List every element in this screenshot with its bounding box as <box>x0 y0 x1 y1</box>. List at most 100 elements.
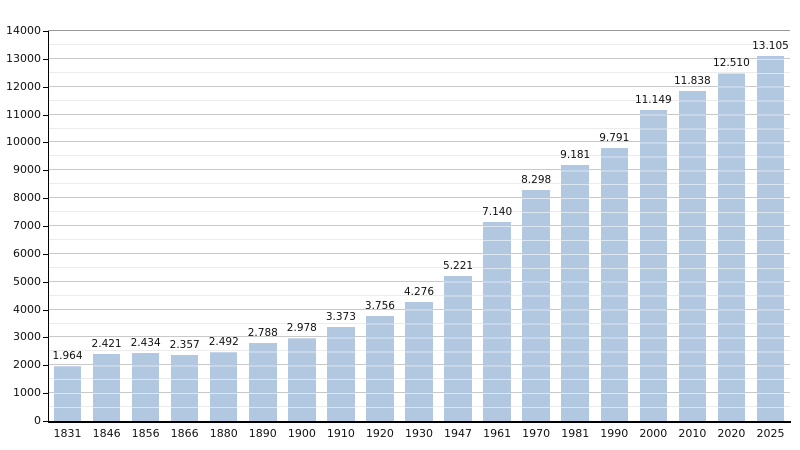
bar-2020 <box>717 72 746 421</box>
y-tick-mark <box>43 337 48 339</box>
x-tick-label: 1890 <box>248 427 277 440</box>
x-tick-label: 1970 <box>522 427 551 440</box>
bar-value-label: 2.492 <box>208 335 239 348</box>
bar-2000 <box>639 110 668 421</box>
y-tick-mark <box>43 309 48 311</box>
minor-gridline <box>48 43 790 45</box>
bar-1880 <box>209 351 238 421</box>
minor-gridline <box>48 238 790 240</box>
bar-1970 <box>522 189 550 421</box>
minor-gridline <box>48 99 790 101</box>
bar-value-label: 9.181 <box>560 149 591 162</box>
y-tick-label: 3000 <box>13 330 41 344</box>
x-tick-label: 1846 <box>92 427 121 440</box>
y-tick-label: 8000 <box>13 191 41 205</box>
bar-value-label: 8.298 <box>521 173 552 186</box>
y-tick-mark <box>43 58 48 60</box>
major-gridline <box>48 197 790 199</box>
bar-1910 <box>327 327 355 421</box>
minor-gridline <box>48 266 790 268</box>
y-tick-label: 9000 <box>13 163 41 177</box>
bar-value-label: 3.373 <box>325 311 356 324</box>
bar-value-label: 4.276 <box>403 285 435 298</box>
major-gridline <box>48 280 790 282</box>
x-tick-label: 1961 <box>483 427 512 440</box>
y-tick-label: 10000 <box>6 135 41 149</box>
y-tick-mark <box>43 114 48 116</box>
x-axis-line <box>48 421 791 423</box>
x-tick-label: 2025 <box>756 427 785 440</box>
x-tick-label: 2000 <box>639 427 668 440</box>
bar-1846 <box>92 353 121 421</box>
y-tick-mark <box>43 421 48 422</box>
y-tick-mark <box>43 31 48 32</box>
major-gridline <box>48 85 790 87</box>
y-tick-mark <box>43 281 48 283</box>
y-tick-mark <box>43 142 48 144</box>
bar-value-label: 11.838 <box>673 75 711 88</box>
y-tick-label: 12000 <box>6 79 41 93</box>
bar-1961 <box>483 222 511 421</box>
y-tick-mark <box>43 226 48 227</box>
y-tick-label: 4000 <box>13 302 41 316</box>
bar-value-label: 12.510 <box>713 56 750 69</box>
x-tick-label: 2010 <box>678 427 707 440</box>
x-tick-label: 1910 <box>326 427 355 440</box>
bar-value-label: 7.140 <box>482 206 513 219</box>
bar-value-label: 2.434 <box>130 337 161 350</box>
bar-1990 <box>600 148 628 421</box>
minor-gridline <box>48 294 790 296</box>
bar-1920 <box>366 316 394 421</box>
y-tick-label: 2000 <box>13 358 41 372</box>
x-tick-label: 1990 <box>600 427 629 440</box>
x-tick-label: 1900 <box>287 427 316 440</box>
x-tick-label: 2020 <box>717 427 746 440</box>
y-tick-mark <box>43 253 48 255</box>
x-tick-label: 1981 <box>561 427 590 440</box>
bar-value-label: 2.788 <box>247 327 278 340</box>
minor-gridline <box>48 155 790 157</box>
bar-value-label: 3.756 <box>364 300 395 313</box>
major-gridline <box>48 57 790 59</box>
y-tick-label: 14000 <box>6 24 41 37</box>
y-axis-line <box>48 31 49 422</box>
bar-1866 <box>170 355 199 421</box>
x-tick-label: 1831 <box>53 427 82 440</box>
bar-1856 <box>131 353 160 421</box>
y-tick-label: 13000 <box>6 51 41 65</box>
y-tick-label: 0 <box>34 414 41 427</box>
bar-value-label: 1.964 <box>52 350 83 363</box>
y-tick-mark <box>43 198 48 200</box>
y-tick-mark <box>43 365 48 367</box>
major-gridline <box>48 225 790 226</box>
minor-gridline <box>48 127 790 129</box>
bar-value-label: 2.357 <box>169 339 200 352</box>
y-tick-label: 7000 <box>13 219 41 232</box>
minor-gridline <box>48 211 790 213</box>
y-tick-label: 11000 <box>6 107 41 121</box>
major-gridline <box>48 169 790 171</box>
bar-1900 <box>288 338 316 421</box>
bar-value-label: 13.105 <box>752 39 789 52</box>
plot-area: 1.964 2.421 2.434 2.357 2.492 2.788 2.978 3.373… <box>48 30 790 421</box>
minor-gridline <box>48 71 790 73</box>
bar-1947 <box>444 275 472 421</box>
bar-2010 <box>678 91 707 421</box>
y-tick-mark <box>43 86 48 88</box>
major-gridline <box>48 141 790 143</box>
bar-value-label: 2.978 <box>286 322 317 335</box>
y-tick-mark <box>43 393 48 395</box>
major-gridline <box>48 113 790 115</box>
y-tick-label: 1000 <box>13 386 41 400</box>
minor-gridline <box>48 183 790 185</box>
y-tick-mark <box>43 170 48 172</box>
x-tick-label: 1947 <box>444 427 473 440</box>
x-tick-label: 1880 <box>209 427 238 440</box>
bar-1930 <box>405 301 433 421</box>
bar-1890 <box>249 343 277 421</box>
y-tick-label: 6000 <box>13 246 41 260</box>
bar-value-label: 9.791 <box>599 132 630 145</box>
x-tick-label: 1920 <box>365 427 394 440</box>
y-tick-label: 5000 <box>13 274 41 288</box>
